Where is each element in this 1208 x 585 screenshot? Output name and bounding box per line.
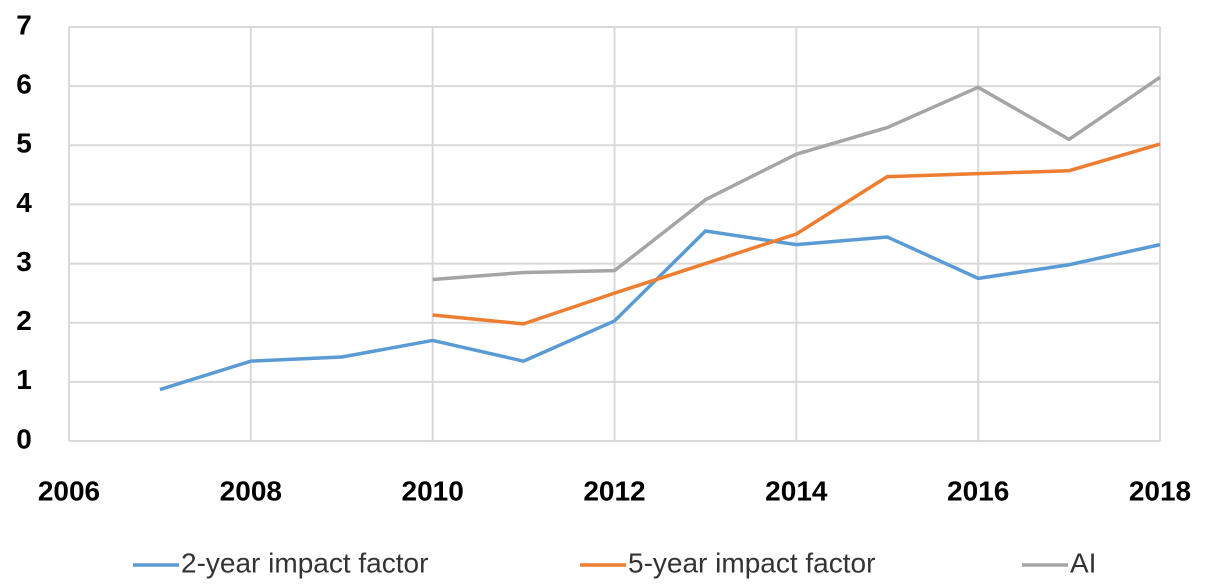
x-tick-label: 2018 <box>1129 475 1191 506</box>
series-line <box>159 229 1161 392</box>
x-tick-label: 2008 <box>220 475 282 506</box>
x-tick-label: 2006 <box>38 475 100 506</box>
y-tick-label: 6 <box>16 69 32 100</box>
legend-label: 5-year impact factor <box>628 547 875 578</box>
y-tick-label: 3 <box>16 246 32 277</box>
y-tick-label: 0 <box>16 423 32 454</box>
series-line <box>432 75 1161 282</box>
series-line <box>432 142 1161 326</box>
x-tick-label: 2010 <box>402 475 464 506</box>
y-tick-label: 5 <box>16 128 32 159</box>
y-tick-label: 4 <box>16 187 32 218</box>
y-tick-label: 1 <box>16 364 32 395</box>
y-tick-label: 2 <box>16 305 32 336</box>
x-tick-label: 2014 <box>765 475 828 506</box>
y-tick-label: 7 <box>16 9 32 40</box>
x-tick-label: 2016 <box>947 475 1009 506</box>
x-tick-label: 2012 <box>583 475 645 506</box>
legend-label: 2-year impact factor <box>181 547 428 578</box>
legend-label: AI <box>1070 547 1096 578</box>
